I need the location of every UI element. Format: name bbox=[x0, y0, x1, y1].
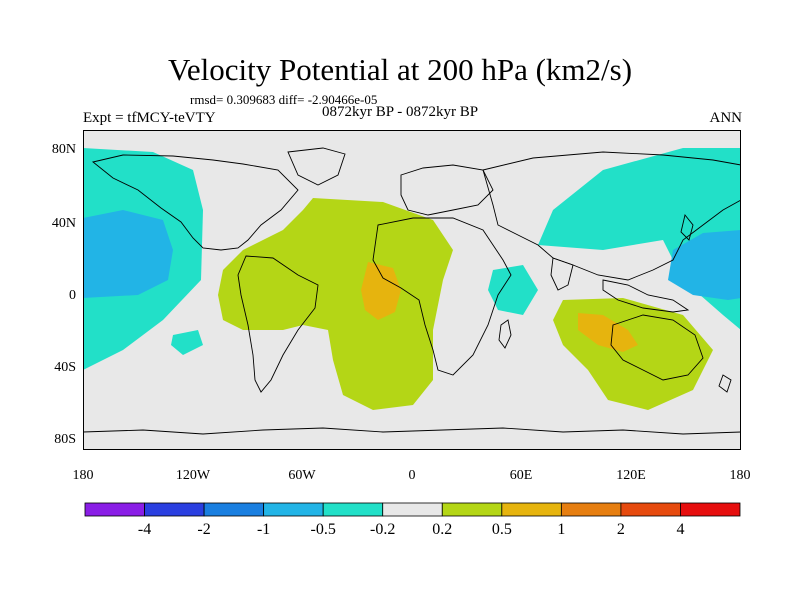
chart-title: Velocity Potential at 200 hPa (km2/s) bbox=[167, 52, 633, 87]
land-outlines bbox=[83, 147, 741, 435]
lat-label-80s: 80S bbox=[54, 432, 76, 447]
colorbar-label: -2 bbox=[197, 521, 211, 538]
colorbar-label: 2 bbox=[616, 521, 625, 538]
colorbar-label: -0.5 bbox=[310, 521, 336, 538]
colorbar-box bbox=[441, 502, 503, 517]
colorbar-box bbox=[501, 502, 562, 517]
colorbar-box bbox=[560, 502, 622, 517]
colorbar-box bbox=[322, 502, 384, 517]
lon-label-60e: 60E bbox=[509, 468, 533, 483]
colorbar-label: -0.2 bbox=[370, 521, 396, 538]
experiment-label: Expt = tfMCY-teVTY bbox=[83, 110, 216, 126]
map-frame bbox=[83, 130, 741, 450]
colorbar-label: 0.5 bbox=[491, 521, 512, 538]
lon-label-120e: 120E bbox=[616, 468, 646, 483]
lon-label-180e: 180 bbox=[729, 468, 751, 483]
colorbar-label: -1 bbox=[256, 521, 271, 538]
colorbar-box bbox=[263, 502, 324, 517]
lat-label-40n: 40N bbox=[51, 216, 76, 231]
colorbar-label: 0.2 bbox=[432, 521, 453, 538]
lon-label-180w: 180 bbox=[72, 468, 94, 483]
colorbar-box bbox=[680, 502, 741, 517]
colorbar-label: 1 bbox=[557, 521, 566, 538]
lon-label-0: 0 bbox=[408, 468, 416, 483]
lat-label-80n: 80N bbox=[51, 142, 76, 157]
lon-label-120w: 120W bbox=[175, 468, 211, 483]
colorbar-label: 4 bbox=[676, 521, 685, 538]
contour-negative-moderate bbox=[83, 210, 741, 300]
lat-label-40s: 40S bbox=[54, 360, 76, 375]
contour-positive-moderate bbox=[361, 262, 638, 352]
lon-label-60w: 60W bbox=[288, 468, 316, 483]
colorbar-box bbox=[382, 502, 443, 517]
colorbar-box bbox=[620, 502, 681, 517]
lat-label-0: 0 bbox=[69, 288, 76, 303]
colorbar-label: -4 bbox=[137, 521, 152, 538]
colorbar-box bbox=[144, 502, 205, 517]
colorbar-box bbox=[203, 502, 265, 517]
stats-label: rmsd= 0.309683 diff= -2.90466e-05 bbox=[190, 92, 378, 107]
season-label: ANN bbox=[709, 110, 743, 126]
map-plot bbox=[83, 130, 741, 450]
period-label: 0872kyr BP - 0872kyr BP bbox=[322, 104, 479, 120]
colorbar-box bbox=[84, 502, 145, 517]
